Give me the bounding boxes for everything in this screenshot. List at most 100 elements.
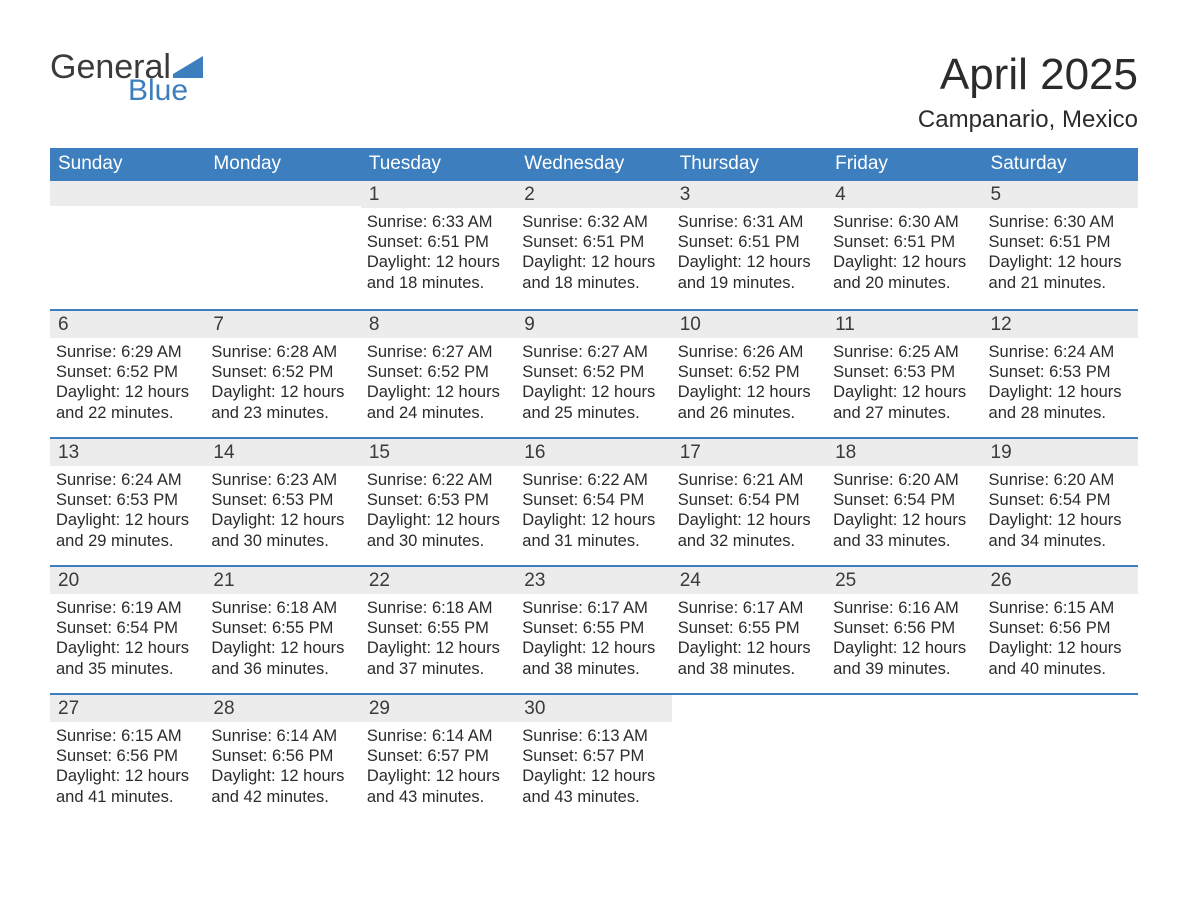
calendar-cell: 27Sunrise: 6:15 AMSunset: 6:56 PMDayligh… [50, 695, 205, 821]
day-number [983, 695, 1138, 720]
sunrise-line: Sunrise: 6:25 AM [833, 342, 976, 362]
daylight-line-2: and 32 minutes. [678, 531, 821, 551]
daylight-line-2: and 43 minutes. [367, 787, 510, 807]
dow-monday: Monday [205, 148, 360, 181]
daylight-line-2: and 22 minutes. [56, 403, 199, 423]
calendar-cell: 21Sunrise: 6:18 AMSunset: 6:55 PMDayligh… [205, 567, 360, 693]
calendar-cell [827, 695, 982, 821]
daylight-line-2: and 19 minutes. [678, 273, 821, 293]
daylight-line-1: Daylight: 12 hours [367, 766, 510, 786]
day-number: 6 [50, 311, 205, 338]
calendar-cell: 6 Sunrise: 6:29 AMSunset: 6:52 PMDaylight… [50, 311, 205, 437]
sunset-line: Sunset: 6:54 PM [989, 490, 1132, 510]
day-number: 20 [50, 567, 205, 594]
calendar-cell: 29Sunrise: 6:14 AMSunset: 6:57 PMDayligh… [361, 695, 516, 821]
daylight-line-1: Daylight: 12 hours [522, 252, 665, 272]
day-number [827, 695, 982, 720]
sunset-line: Sunset: 6:51 PM [367, 232, 510, 252]
daylight-line-2: and 39 minutes. [833, 659, 976, 679]
sunset-line: Sunset: 6:56 PM [56, 746, 199, 766]
calendar-cell: 15Sunrise: 6:22 AMSunset: 6:53 PMDayligh… [361, 439, 516, 565]
dow-wednesday: Wednesday [516, 148, 671, 181]
sunset-line: Sunset: 6:51 PM [678, 232, 821, 252]
logo-text-blue: Blue [128, 76, 188, 106]
sunset-line: Sunset: 6:54 PM [522, 490, 665, 510]
calendar-cell: 14Sunrise: 6:23 AMSunset: 6:53 PMDayligh… [205, 439, 360, 565]
dow-saturday: Saturday [983, 148, 1138, 181]
daylight-line-2: and 41 minutes. [56, 787, 199, 807]
calendar-cell: 8Sunrise: 6:27 AMSunset: 6:52 PMDaylight… [361, 311, 516, 437]
daylight-line-1: Daylight: 12 hours [522, 510, 665, 530]
sunrise-line: Sunrise: 6:23 AM [211, 470, 354, 490]
sunrise-line: Sunrise: 6:15 AM [989, 598, 1132, 618]
daylight-line-1: Daylight: 12 hours [56, 382, 199, 402]
daylight-line-1: Daylight: 12 hours [522, 638, 665, 658]
sunrise-line: Sunrise: 6:18 AM [211, 598, 354, 618]
daylight-line-2: and 20 minutes. [833, 273, 976, 293]
day-number: 19 [983, 439, 1138, 466]
sunrise-line: Sunrise: 6:14 AM [367, 726, 510, 746]
daylight-line-1: Daylight: 12 hours [678, 638, 821, 658]
daylight-line-2: and 33 minutes. [833, 531, 976, 551]
sunrise-line: Sunrise: 6:17 AM [678, 598, 821, 618]
calendar-cell: 16Sunrise: 6:22 AMSunset: 6:54 PMDayligh… [516, 439, 671, 565]
sunrise-line: Sunrise: 6:20 AM [833, 470, 976, 490]
sunrise-line: Sunrise: 6:22 AM [522, 470, 665, 490]
sunrise-line: Sunrise: 6:27 AM [522, 342, 665, 362]
sunrise-line: Sunrise: 6:16 AM [833, 598, 976, 618]
sunrise-line: Sunrise: 6:22 AM [367, 470, 510, 490]
dow-thursday: Thursday [672, 148, 827, 181]
sunset-line: Sunset: 6:54 PM [678, 490, 821, 510]
sunset-line: Sunset: 6:52 PM [56, 362, 199, 382]
calendar-cell [205, 181, 360, 309]
calendar-cell: 17Sunrise: 6:21 AMSunset: 6:54 PMDayligh… [672, 439, 827, 565]
day-number [205, 181, 360, 206]
calendar-cell: 24Sunrise: 6:17 AMSunset: 6:55 PMDayligh… [672, 567, 827, 693]
sunset-line: Sunset: 6:53 PM [367, 490, 510, 510]
day-number: 9 [516, 311, 671, 338]
daylight-line-1: Daylight: 12 hours [678, 382, 821, 402]
sunset-line: Sunset: 6:52 PM [522, 362, 665, 382]
daylight-line-2: and 25 minutes. [522, 403, 665, 423]
day-number: 13 [50, 439, 205, 466]
header-row: General Blue April 2025 Campanario, Mexi… [50, 50, 1138, 134]
daylight-line-2: and 27 minutes. [833, 403, 976, 423]
month-title: April 2025 [918, 50, 1138, 100]
sunset-line: Sunset: 6:53 PM [989, 362, 1132, 382]
calendar-cell [50, 181, 205, 309]
location-label: Campanario, Mexico [918, 106, 1138, 134]
sunrise-line: Sunrise: 6:27 AM [367, 342, 510, 362]
day-number: 28 [205, 695, 360, 722]
sunrise-line: Sunrise: 6:30 AM [989, 212, 1132, 232]
day-number: 5 [983, 181, 1138, 208]
daylight-line-1: Daylight: 12 hours [211, 638, 354, 658]
sunrise-line: Sunrise: 6:13 AM [522, 726, 665, 746]
day-number: 12 [983, 311, 1138, 338]
daylight-line-1: Daylight: 12 hours [989, 252, 1132, 272]
sunrise-line: Sunrise: 6:21 AM [678, 470, 821, 490]
day-number: 1 [361, 181, 516, 208]
sunrise-line: Sunrise: 6:29 AM [56, 342, 199, 362]
calendar-week: 13Sunrise: 6:24 AMSunset: 6:53 PMDayligh… [50, 437, 1138, 565]
daylight-line-2: and 35 minutes. [56, 659, 199, 679]
daylight-line-1: Daylight: 12 hours [211, 766, 354, 786]
calendar-grid: Sunday Monday Tuesday Wednesday Thursday… [50, 148, 1138, 821]
day-number: 2 [516, 181, 671, 208]
calendar-cell: 4Sunrise: 6:30 AMSunset: 6:51 PMDaylight… [827, 181, 982, 309]
sunset-line: Sunset: 6:56 PM [211, 746, 354, 766]
sunrise-line: Sunrise: 6:18 AM [367, 598, 510, 618]
sunrise-line: Sunrise: 6:33 AM [367, 212, 510, 232]
calendar-cell: 12Sunrise: 6:24 AMSunset: 6:53 PMDayligh… [983, 311, 1138, 437]
sunrise-line: Sunrise: 6:20 AM [989, 470, 1132, 490]
sunrise-line: Sunrise: 6:28 AM [211, 342, 354, 362]
day-number: 17 [672, 439, 827, 466]
daylight-line-1: Daylight: 12 hours [367, 382, 510, 402]
daylight-line-2: and 42 minutes. [211, 787, 354, 807]
daylight-line-2: and 37 minutes. [367, 659, 510, 679]
sunset-line: Sunset: 6:53 PM [833, 362, 976, 382]
daylight-line-2: and 38 minutes. [678, 659, 821, 679]
dow-sunday: Sunday [50, 148, 205, 181]
day-number: 3 [672, 181, 827, 208]
day-number: 15 [361, 439, 516, 466]
daylight-line-2: and 24 minutes. [367, 403, 510, 423]
